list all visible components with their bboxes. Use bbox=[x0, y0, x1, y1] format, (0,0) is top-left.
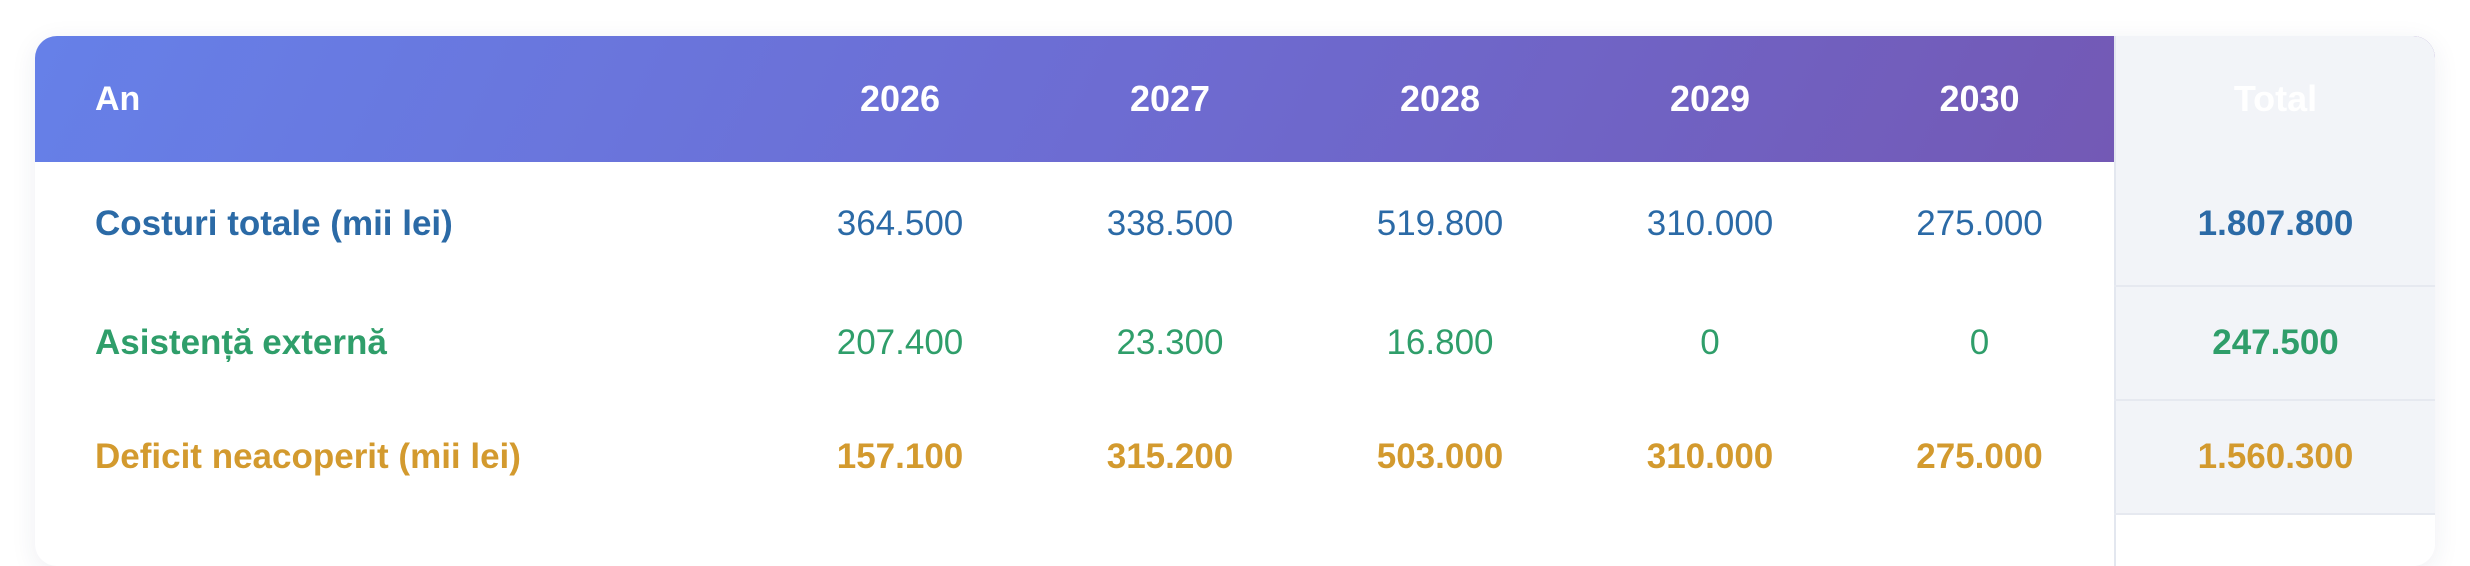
row-label: Deficit neacoperit (mii lei) bbox=[95, 437, 521, 476]
value-cell: 338.500 bbox=[1106, 204, 1234, 243]
value-cell: 207.400 bbox=[836, 323, 964, 362]
value-cell: 315.200 bbox=[1106, 437, 1234, 476]
header-year-cell: 2026 bbox=[859, 78, 941, 119]
header-year-cell: 2027 bbox=[1129, 78, 1211, 119]
header-year-cell: 2029 bbox=[1669, 78, 1751, 119]
table-header-row: An 2026 2027 2028 2029 2030 Total bbox=[35, 36, 2435, 162]
total-cell: 1.807.800 bbox=[2114, 162, 2435, 287]
value-cell: 503.000 bbox=[1376, 437, 1504, 476]
value-cell: 23.300 bbox=[1116, 323, 1224, 362]
value-cell: 157.100 bbox=[836, 437, 964, 476]
value-cell: 16.800 bbox=[1386, 323, 1494, 362]
table-row-costuri-totale: Costuri totale (mii lei) 364.500 338.500… bbox=[35, 162, 2435, 287]
table-row-asistenta-externa: Asistență externă 207.400 23.300 16.800 … bbox=[35, 286, 2435, 401]
value-cell: 310.000 bbox=[1646, 204, 1774, 243]
cost-table: An 2026 2027 2028 2029 2030 Total Costur… bbox=[35, 36, 2435, 566]
value-cell: 275.000 bbox=[1916, 437, 2043, 476]
value-cell: 0 bbox=[1700, 323, 1720, 362]
row-label: Asistență externă bbox=[95, 323, 387, 362]
header-label-cell: An bbox=[95, 79, 141, 118]
header-year-cell: 2030 bbox=[1939, 78, 2020, 119]
table-row-deficit-neacoperit: Deficit neacoperit (mii lei) 157.100 315… bbox=[35, 400, 2435, 515]
row-label: Costuri totale (mii lei) bbox=[95, 204, 453, 243]
cost-table-card: An 2026 2027 2028 2029 2030 Total Costur… bbox=[35, 36, 2435, 566]
table-bottom-spacer bbox=[35, 514, 2435, 566]
value-cell: 364.500 bbox=[836, 204, 964, 243]
total-cell: 247.500 bbox=[2114, 286, 2435, 401]
value-cell: 0 bbox=[1969, 323, 1990, 362]
total-cell: 1.560.300 bbox=[2114, 400, 2435, 515]
header-year-cell: 2028 bbox=[1399, 78, 1481, 119]
value-cell: 310.000 bbox=[1646, 437, 1774, 476]
value-cell: 275.000 bbox=[1916, 204, 2043, 243]
header-total-cell: Total bbox=[2114, 36, 2435, 162]
value-cell: 519.800 bbox=[1376, 204, 1504, 243]
